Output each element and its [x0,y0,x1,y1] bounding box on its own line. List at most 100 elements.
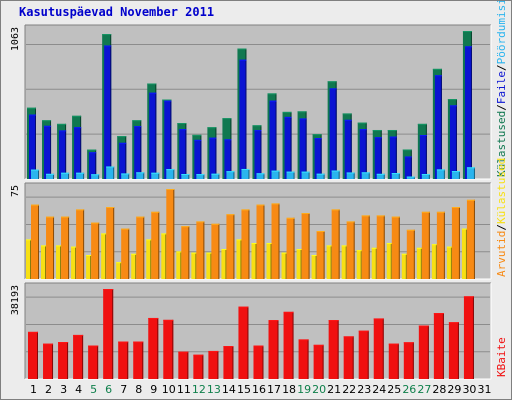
day-label-5: 5 [90,383,97,396]
legend-item: Külastused [495,158,508,224]
files-bar-day-24-edge [380,137,382,179]
hits-bar-day-2-top [46,173,55,175]
hosts-bar-day-16 [256,204,265,279]
kbytes-bar-day-25 [388,343,399,379]
visits2-bar-day-5-top [86,255,92,256]
files-bar-day-3-edge [65,130,67,179]
visits2-bar-day-6 [101,233,107,279]
hits-bar-day-6-edge [113,166,115,179]
files-bar-day-5-edge [95,152,97,179]
hosts-bar-day-13-top [211,223,220,225]
hits-bar-day-15-top [241,168,250,170]
hosts-bar-day-15-top [241,209,250,211]
visits2-bar-day-25-top [386,243,392,244]
hosts-bar-day-29-edge [458,207,460,279]
hits-bar-day-15 [241,168,250,179]
hits-bar-day-9-edge [158,172,160,179]
kbytes-bar-day-5 [88,345,99,379]
hosts-bar-day-29-top [451,207,460,208]
hits-bar-day-27-top [421,173,430,175]
hosts-bar-day-7-edge [128,228,130,279]
files-bar-day-3-top [59,130,67,132]
hits-bar-day-2 [46,173,55,179]
hosts-bar-day-12-edge [203,221,205,279]
hosts-bar-day-20 [316,231,325,279]
kbytes-bar-day-2-top [43,343,54,345]
visits2-bar-day-17-edge [270,243,272,279]
panel-2-legend: Arvutid/Külastused [495,158,508,277]
visits-bar-day-10-top [162,99,172,101]
kbytes-bar-day-30-edge [472,296,474,379]
visits-bar-day-11-top [177,123,187,125]
kbytes-bar-day-22-edge [352,336,354,379]
hits-bar-day-15-edge [248,168,250,179]
visits2-bar-day-7-edge [120,262,122,279]
panel-3-legend: KBaite [495,337,508,377]
visits2-bar-day-3-edge [60,245,62,279]
day-label-18: 18 [282,383,296,396]
visits2-bar-day-23 [356,250,362,279]
hits-bar-day-5 [91,174,100,179]
hosts-bar-day-30 [466,199,475,279]
kbytes-bar-day-9-top [148,317,159,319]
files-bar-day-1-edge [35,114,36,179]
files-bar-day-27 [419,135,427,179]
files-bar-day-17-top [269,100,277,102]
hosts-bar-day-8-edge [143,216,145,279]
files-bar-day-18-top [284,116,292,118]
hosts-bar-day-8 [136,216,145,279]
files-bar-day-19-edge [305,118,307,179]
visits2-bar-day-19-top [296,249,302,250]
kbytes-bar-day-27 [418,325,429,379]
visits2-bar-day-20 [311,255,317,279]
kbytes-bar-day-19 [298,339,309,379]
hits-bar-day-26-top [406,176,415,178]
hits-bar-day-21-top [331,170,340,172]
hosts-bar-day-30-edge [473,199,475,279]
files-bar-day-4 [74,127,82,179]
files-bar-day-10-top [164,100,172,102]
hosts-bar-day-16-edge [263,204,265,279]
kbytes-bar-day-24 [373,318,384,379]
files-bar-day-8 [134,126,142,179]
kbytes-bar-day-20 [313,344,324,379]
kbytes-bar-day-23-edge [367,330,369,379]
kbytes-bar-day-16 [253,345,264,379]
files-bar-day-22-edge [350,119,352,179]
visits2-bar-day-20-edge [315,255,317,279]
files-bar-day-13 [209,137,217,179]
day-label-26: 26 [402,383,416,396]
files-bar-day-28-top [434,75,442,77]
hits-bar-day-16 [256,173,265,179]
panel-2-scale-label: 75 [10,185,21,197]
hosts-bar-day-27-top [421,211,430,213]
kbytes-bar-day-27-edge [427,325,429,379]
hits-bar-day-3 [61,172,70,179]
hits-bar-day-22 [346,172,355,179]
kbytes-bar-day-13-edge [217,350,219,379]
files-bar-day-7 [119,142,127,179]
day-label-23: 23 [357,383,371,396]
hosts-bar-day-27 [421,211,430,279]
hits-bar-day-11-edge [188,173,190,179]
files-bar-day-21-edge [335,88,337,179]
hosts-bar-day-17-top [271,203,280,205]
hits-bar-day-13-edge [218,173,220,179]
visits-bar-day-14-top [222,118,232,120]
hosts-bar-day-27-edge [428,211,430,279]
kbytes-bar-day-21-top [328,320,339,322]
legend-item: Faile [495,71,508,104]
hits-bar-day-30-edge [473,167,475,179]
hosts-bar-day-4-top [76,209,85,211]
files-bar-day-5-top [89,152,97,154]
hits-bar-day-18-top [286,171,295,173]
hits-bar-day-17-top [271,170,280,172]
hits-bar-day-17-edge [278,170,280,179]
files-bar-day-10 [164,100,172,179]
files-bar-day-9-top [149,92,157,94]
visits2-bar-day-15-edge [240,239,242,279]
hits-bar-day-27-edge [428,173,430,179]
visits2-bar-day-3-top [56,245,62,247]
